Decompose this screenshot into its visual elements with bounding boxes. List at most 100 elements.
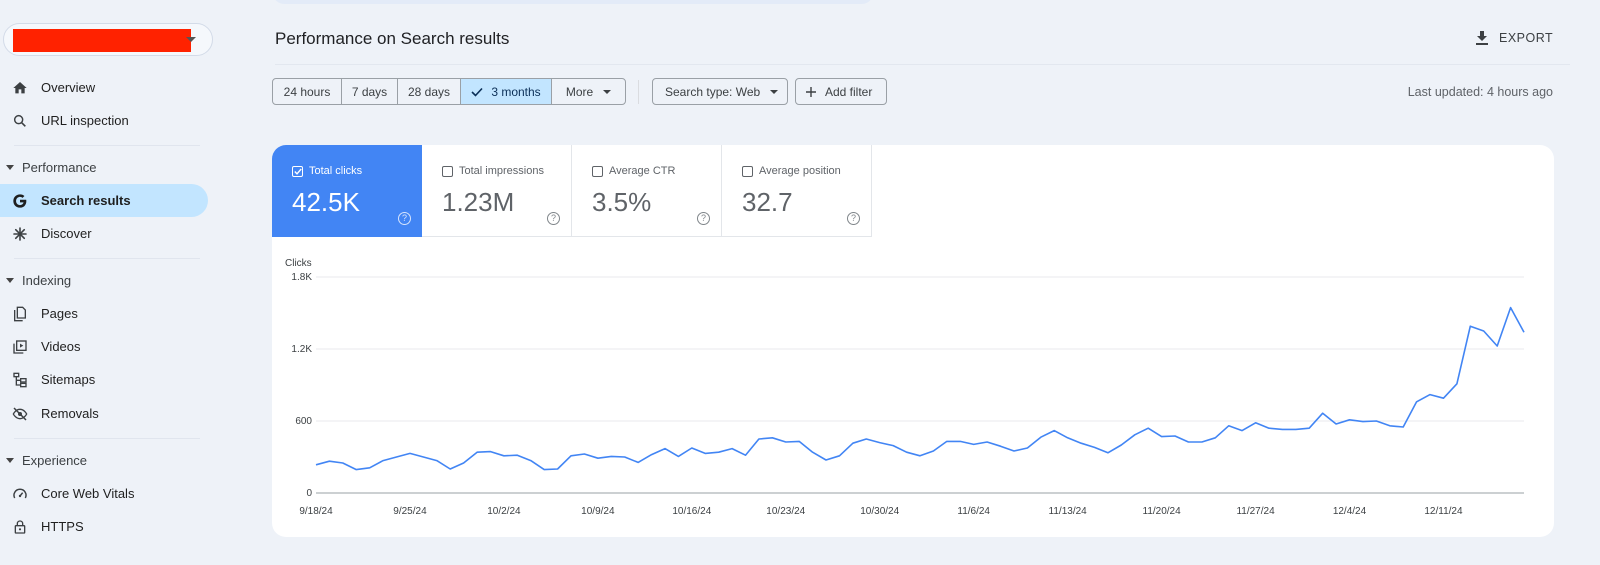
data-point [448,467,452,471]
search-icon [10,111,30,131]
data-point [1052,429,1056,433]
section-label: Performance [22,159,97,175]
sitemap-icon [10,370,30,390]
data-point [435,459,439,463]
sidebar-item-https[interactable]: HTTPS [0,510,212,543]
data-point [502,454,506,458]
data-point [864,437,868,441]
sidebar-item-url-inspection[interactable]: URL inspection [0,104,212,137]
data-point [1160,435,1164,439]
sidebar-item-videos[interactable]: Videos [0,330,212,363]
x-tick-label: 12/4/24 [1333,506,1367,517]
range-label: More [565,84,594,99]
sidebar-item-pages[interactable]: Pages [0,297,212,330]
metric-total-impressions[interactable]: Total impressions 1.23M ? [422,145,572,237]
sidebar-item-label: Removals [41,406,99,421]
redacted-property-name [13,29,191,52]
sidebar-item-removals[interactable]: Removals [0,397,212,430]
data-point [395,455,399,459]
data-point [1119,443,1123,447]
search-type-dropdown[interactable]: Search type: Web [652,78,788,105]
help-icon[interactable]: ? [547,212,560,225]
collapse-triangle-icon [6,457,14,463]
data-point [757,437,761,441]
sidebar-item-label: Search results [41,193,131,208]
data-point [1401,425,1405,429]
sidebar-item-search-results[interactable]: Search results [0,184,208,217]
divider [638,80,639,104]
clicks-line-chart[interactable]: 0 600 1.2K 1.8K 9/18/24 9/25/24 10/2/24 10/9/24… [272,145,1554,537]
page-title: Performance on Search results [275,29,510,48]
data-point [1066,436,1070,440]
metric-value: 32.7 [742,187,793,217]
data-point [676,454,680,458]
add-filter-button[interactable]: Add filter [795,78,887,105]
caret-down-icon [186,37,196,42]
data-point [1455,382,1459,386]
section-indexing[interactable]: Indexing [0,268,212,292]
help-icon[interactable]: ? [847,212,860,225]
data-point [327,459,331,463]
data-point [1267,426,1271,430]
property-selector[interactable] [3,23,213,56]
metric-average-position[interactable]: Average position 32.7 ? [722,145,872,237]
x-tick-label: 11/13/24 [1049,506,1088,517]
x-tick-label: 12/11/24 [1424,506,1463,517]
sidebar-item-sitemaps[interactable]: Sitemaps [0,363,212,396]
range-more-dropdown[interactable]: More [552,79,625,104]
checkbox-icon [592,165,603,177]
data-point [569,454,573,458]
metric-total-clicks[interactable]: Total clicks 42.5K ? [272,145,422,237]
data-point [972,442,976,446]
data-point [1200,440,1204,444]
range-28-days[interactable]: 28 days [398,79,461,104]
y-tick-label: 0 [306,488,312,499]
section-experience[interactable]: Experience [0,448,212,472]
metric-label: Total impressions [459,165,544,177]
data-point [784,440,788,444]
sidebar: Overview URL inspection Performance Sear… [0,0,215,565]
data-point [636,460,640,464]
data-point [1254,421,1258,425]
sidebar-item-label: Sitemaps [41,372,96,387]
data-point [1079,441,1083,445]
search-bar-edge[interactable] [273,0,873,4]
range-7-days[interactable]: 7 days [342,79,398,104]
x-tick-label: 10/9/24 [581,506,615,517]
data-point [918,454,922,458]
search-type-label: Search type: Web [665,84,761,99]
y-tick-label: 600 [295,416,312,427]
sidebar-item-label: Overview [41,80,96,95]
metric-value: 42.5K [292,187,360,217]
metric-average-ctr[interactable]: Average CTR 3.5% ? [572,145,722,237]
data-point [515,453,519,457]
sidebar-item-core-web-vitals[interactable]: Core Web Vitals [0,477,212,510]
data-point [421,455,425,459]
plus-icon [806,86,816,97]
eye-off-icon [10,404,30,424]
metric-label-row: Total impressions [442,165,544,177]
section-performance[interactable]: Performance [0,155,212,179]
header-divider [275,64,1570,65]
data-point [1334,422,1338,426]
data-point [556,467,560,471]
data-point [824,458,828,462]
data-point [1415,400,1419,404]
data-point [744,453,748,457]
divider [14,145,200,146]
export-button[interactable]: EXPORT [1475,28,1553,48]
x-tick-label: 10/23/24 [766,506,805,517]
range-3-months[interactable]: 3 months [461,79,552,104]
data-point [1307,426,1311,430]
pages-icon [10,304,30,324]
sidebar-item-overview[interactable]: Overview [0,71,212,104]
y-tick-label: 1.8K [291,272,312,283]
data-point [690,446,694,450]
add-filter-label: Add filter [825,84,873,99]
help-icon[interactable]: ? [697,212,710,225]
checkbox-icon [442,165,453,177]
help-icon[interactable]: ? [398,212,411,225]
x-tick-label: 11/27/24 [1236,506,1275,517]
sidebar-item-discover[interactable]: Discover [0,217,212,250]
range-24-hours[interactable]: 24 hours [273,79,342,104]
